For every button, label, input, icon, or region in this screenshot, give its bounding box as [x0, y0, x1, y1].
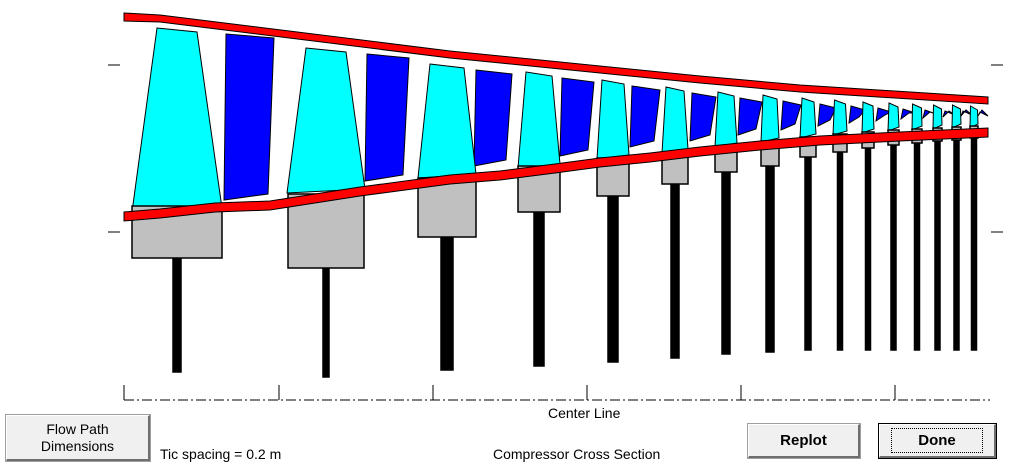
- rotor-shaft: [804, 156, 812, 351]
- rotor-shaft: [864, 147, 872, 351]
- stator-vane: [689, 92, 717, 142]
- rotor-shaft: [721, 171, 731, 355]
- rotor-blade: [911, 103, 923, 131]
- stator-vane: [900, 108, 916, 121]
- rotor-shaft: [953, 139, 960, 351]
- stator-vane: [977, 109, 989, 117]
- done-button[interactable]: Done: [878, 423, 997, 459]
- rotor-blade: [286, 47, 366, 194]
- center-line-label: Center Line: [548, 405, 621, 421]
- rotor-blade: [951, 104, 962, 129]
- stator-vane: [473, 69, 513, 167]
- rotor-blade: [131, 27, 223, 213]
- rotor-blade: [417, 63, 477, 179]
- done-button-label: Done: [891, 428, 983, 453]
- rotor-blade: [661, 86, 689, 154]
- stator-vane: [780, 100, 802, 131]
- stator-vane: [848, 105, 866, 124]
- rotor-blade: [887, 102, 900, 132]
- rotor-shaft: [913, 142, 921, 351]
- stator-vane: [875, 107, 893, 123]
- rotor-blade: [861, 101, 875, 134]
- rotor-blade: [517, 71, 561, 169]
- rotor-disk: [287, 193, 365, 269]
- stator-vane: [559, 77, 595, 157]
- plot-title: Compressor Cross Section: [493, 446, 661, 462]
- rotor-shaft: [172, 257, 182, 373]
- casing-outline: [123, 12, 989, 105]
- rotor-shaft: [322, 267, 330, 378]
- tic-spacing-label: Tic spacing = 0.2 m: [160, 446, 282, 462]
- rotor-shaft: [765, 165, 775, 353]
- rotor-shaft: [970, 137, 978, 351]
- flow-path-button-line1: Flow Path: [46, 420, 109, 437]
- rotor-blade: [714, 91, 738, 148]
- center-line-axis: [123, 385, 990, 401]
- stator-vane: [960, 109, 973, 117]
- rotor-blade: [596, 79, 630, 160]
- rotor-blade: [799, 97, 817, 139]
- left-tic-marks: [108, 64, 120, 233]
- rotor-shaft: [607, 195, 619, 363]
- replot-button[interactable]: Replot: [747, 423, 861, 459]
- rotor-shaft: [836, 151, 844, 351]
- rotor-shaft: [890, 144, 897, 351]
- rotor-shaft: [934, 140, 941, 351]
- rotor-blade: [932, 104, 943, 130]
- rotor-blade: [832, 99, 848, 136]
- rotor-shaft: [670, 183, 680, 359]
- rotor-blade: [760, 94, 780, 143]
- stator-vane: [942, 110, 956, 118]
- hub-outline: [123, 127, 989, 222]
- flow-path-button-line2: Dimensions: [40, 437, 115, 454]
- right-tic-marks: [991, 64, 1003, 233]
- rotor-shaft: [533, 211, 545, 367]
- stator-vane: [922, 109, 937, 120]
- stator-vane: [817, 103, 837, 127]
- rotor-blade: [969, 105, 979, 129]
- stages: [131, 27, 989, 378]
- stator-vane: [629, 85, 661, 148]
- stator-vane: [737, 97, 763, 136]
- stator-vane: [364, 53, 410, 182]
- rotor-shaft: [440, 236, 454, 371]
- compressor-cross-section-plot: [108, 12, 1003, 401]
- stator-vane: [223, 33, 275, 201]
- flow-path-dimensions-button[interactable]: Flow Path Dimensions: [5, 414, 151, 462]
